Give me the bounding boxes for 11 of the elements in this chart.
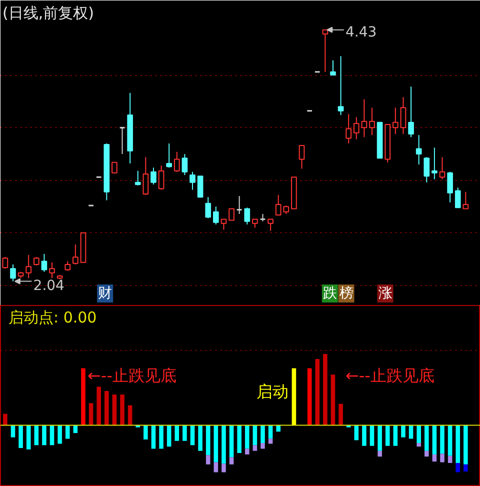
annotation: 跌 (322, 286, 337, 302)
annotation: ←--止跌见底 (345, 366, 434, 385)
annotation: 启动 (256, 382, 288, 402)
annotation: 2.04 (33, 278, 65, 294)
annotation: 财 (98, 286, 112, 302)
chart-title: (日线,前复权) (2, 4, 94, 22)
annotation: ←--止跌见底 (88, 366, 176, 385)
annotation: 4.43 (345, 24, 377, 40)
annotation: 榜 (339, 286, 354, 302)
chart-title: 启动点: 0.00 (8, 308, 97, 326)
annotation: 涨 (378, 286, 392, 302)
